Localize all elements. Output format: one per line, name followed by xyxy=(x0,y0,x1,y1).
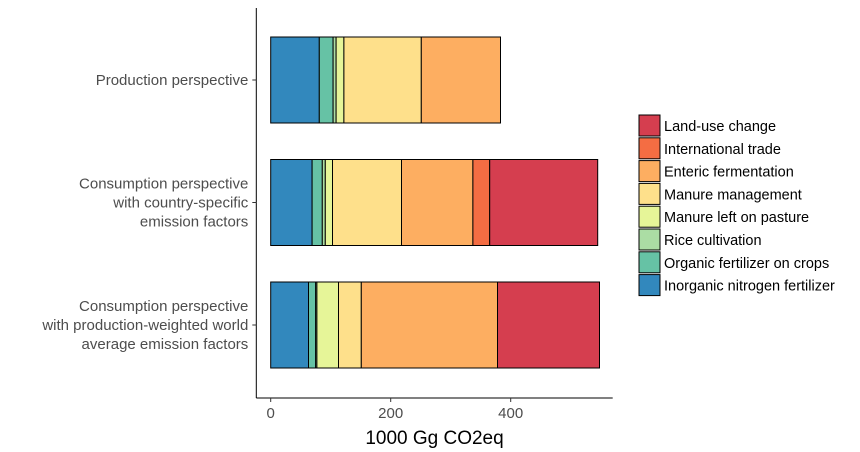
bar-segment-manure-left-on-pasture xyxy=(335,36,345,124)
bar-segment-manure-management xyxy=(332,159,402,246)
bar-segment-organic-fertilizer-on-crops xyxy=(318,36,334,124)
legend-label: Inorganic nitrogen fertilizer xyxy=(664,279,835,295)
legend-key xyxy=(638,274,661,297)
x-tick-label: 400 xyxy=(498,405,523,422)
legend-label: Manure management xyxy=(664,187,802,203)
bar-segment-inorganic-nitrogen-fertilizer xyxy=(270,36,320,124)
bar-segment-manure-management xyxy=(338,281,362,369)
bar-segment-manure-left-on-pasture xyxy=(324,159,333,246)
y-tick-label: Consumption perspective with production-w… xyxy=(41,298,248,353)
bar-segment-inorganic-nitrogen-fertilizer xyxy=(270,281,310,369)
y-tick-label: Production perspective xyxy=(96,72,249,89)
bar-segment-international-trade xyxy=(472,159,491,246)
y-tick-label: Consumption perspective with country-spec… xyxy=(79,176,249,231)
legend-label: Manure left on pasture xyxy=(664,210,809,226)
legend-key xyxy=(638,182,661,205)
legend-label: Enteric fermentation xyxy=(664,165,794,181)
bar-segment-inorganic-nitrogen-fertilizer xyxy=(270,159,313,246)
x-tick-label: 0 xyxy=(267,405,275,422)
legend-key xyxy=(638,205,661,228)
legend-key xyxy=(638,160,661,183)
bar-segment-enteric-fermentation xyxy=(401,159,474,246)
legend-key xyxy=(638,251,661,274)
bar-segment-land-use-change xyxy=(497,281,600,369)
legend-key xyxy=(638,228,661,251)
bar-segment-land-use-change xyxy=(489,159,599,246)
bar-segment-manure-management xyxy=(343,36,422,124)
x-tick-label: 200 xyxy=(378,405,403,422)
bar-segment-manure-left-on-pasture xyxy=(316,281,339,369)
legend-label: Rice cultivation xyxy=(664,233,762,249)
bar-segment-organic-fertilizer-on-crops xyxy=(311,159,323,246)
x-axis-title: 1000 Gg CO2eq xyxy=(365,428,503,449)
legend-label: Land-use change xyxy=(664,119,776,135)
legend-key xyxy=(638,137,661,160)
legend-label: Organic fertilizer on crops xyxy=(664,256,829,272)
bar-segment-enteric-fermentation xyxy=(360,281,498,369)
bar-segment-enteric-fermentation xyxy=(420,36,501,124)
legend-key xyxy=(638,114,661,137)
bar-segment-organic-fertilizer-on-crops xyxy=(308,281,317,369)
legend-label: International trade xyxy=(664,142,781,158)
